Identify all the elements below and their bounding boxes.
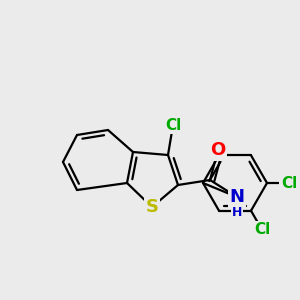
Text: Cl: Cl [254, 222, 270, 237]
Text: O: O [210, 141, 226, 159]
Text: H: H [232, 206, 242, 220]
Text: S: S [146, 198, 158, 216]
Text: N: N [230, 188, 244, 206]
Text: Cl: Cl [281, 176, 297, 190]
Text: Cl: Cl [165, 118, 181, 133]
